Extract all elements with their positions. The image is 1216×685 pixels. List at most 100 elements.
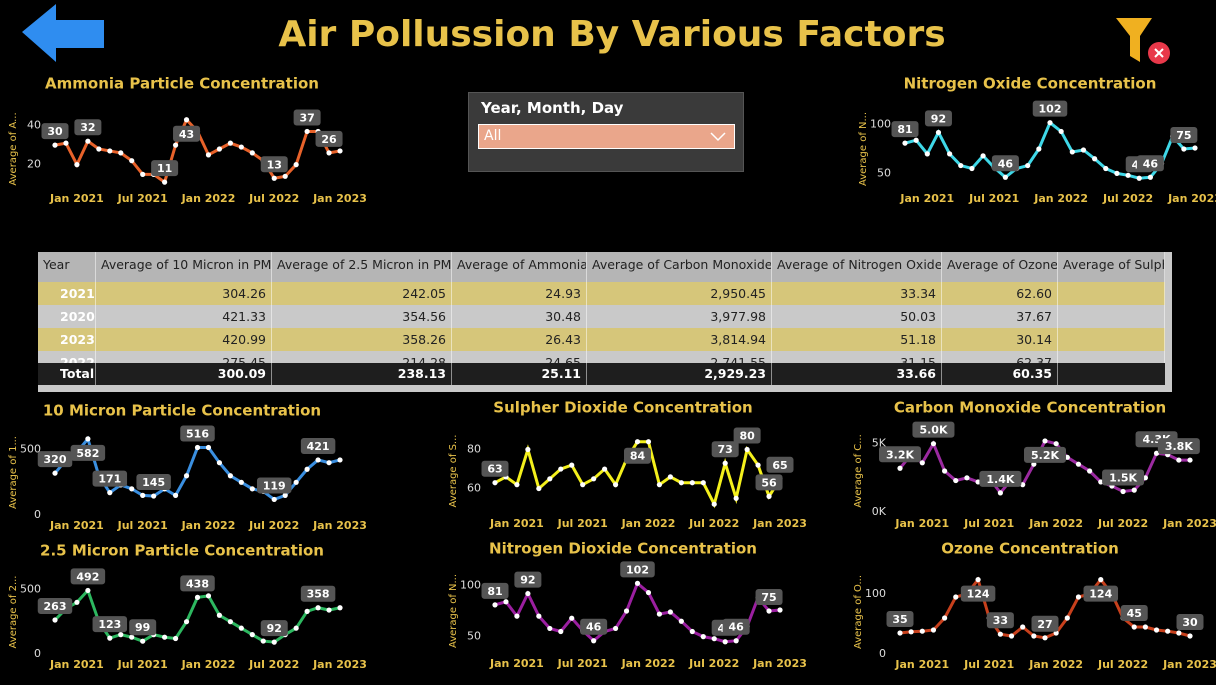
value-label-bg (620, 561, 655, 578)
data-point (975, 479, 981, 485)
value-label-bg (300, 585, 336, 602)
column-header: Average of Sulph (1058, 252, 1165, 282)
value-label: 92 (267, 622, 282, 635)
value-label: 27 (1037, 618, 1052, 631)
data-point (107, 148, 113, 154)
x-tick-label: Jul 2021 (963, 517, 1014, 530)
value-label: 75 (761, 591, 776, 604)
data-point (919, 628, 925, 634)
value-label: 65 (772, 459, 787, 472)
data-point (525, 590, 531, 597)
data-point (238, 625, 244, 631)
data-point (129, 634, 135, 640)
data-point (140, 492, 146, 498)
data-point (74, 599, 80, 605)
x-tick-label: Jul 2022 (248, 658, 299, 671)
value-label-bg (924, 110, 952, 127)
table-cell: 3,814.94 (587, 328, 772, 351)
value-label: 421 (307, 440, 330, 453)
table-cell: 2020 (38, 305, 96, 328)
value-label-bg (136, 474, 171, 491)
table-cell: 3,977.98 (587, 305, 772, 328)
value-label: 92 (931, 112, 946, 125)
data-point (1002, 174, 1008, 180)
value-label-bg (1157, 438, 1200, 455)
data-point (492, 602, 498, 608)
y-axis-label: Average of 1... (8, 436, 19, 509)
data-point (547, 476, 553, 482)
data-point (1075, 461, 1082, 467)
slicer-dropdown[interactable]: All (478, 124, 735, 149)
value-label-bg (755, 589, 783, 605)
value-label-bg (260, 620, 288, 637)
data-point (183, 619, 190, 625)
data-point (227, 619, 233, 625)
value-label: 102 (626, 563, 649, 576)
value-label: 81 (897, 123, 912, 136)
value-label-bg (180, 425, 215, 442)
table-cell: 24.93 (452, 282, 587, 305)
x-tick-label: Jan 2022 (181, 658, 236, 671)
data-point (118, 150, 124, 156)
total-cell: 300.09 (96, 363, 272, 385)
data-point (700, 480, 706, 486)
value-label-bg (92, 616, 128, 633)
table-cell: 51.18 (772, 328, 942, 351)
data-point (52, 470, 58, 476)
data-point (591, 638, 597, 644)
data-point (315, 605, 321, 611)
clear-filter-button[interactable] (1116, 18, 1170, 64)
data-point (1020, 624, 1026, 630)
data-point (689, 480, 695, 486)
table-cell: 420.99 (96, 328, 272, 351)
data-point (1064, 454, 1070, 460)
data-point (645, 439, 652, 445)
back-button[interactable] (22, 4, 104, 62)
data-point (722, 639, 728, 645)
data-point (964, 475, 970, 481)
value-label-bg (1032, 100, 1068, 117)
value-label-bg (37, 451, 73, 468)
data-point (1047, 120, 1053, 126)
data-point (1080, 147, 1087, 153)
data-point (492, 480, 498, 486)
x-tick-label: Jan 2022 (1033, 192, 1088, 205)
data-point (326, 150, 332, 156)
table-cell: 242.05 (272, 282, 452, 305)
total-cell: 238.13 (272, 363, 452, 385)
y-tick-label: 0K (872, 505, 887, 518)
x-tick-label: Jul 2021 (557, 517, 608, 530)
data-point (711, 501, 717, 507)
data-point (249, 486, 255, 492)
data-point (969, 165, 975, 172)
data-point (755, 462, 761, 468)
value-label: 43 (179, 128, 194, 141)
data-point (85, 138, 91, 144)
value-label-bg (37, 598, 73, 615)
data-point (980, 153, 986, 159)
value-label-bg (912, 421, 955, 438)
data-point (1136, 175, 1142, 181)
data-point (612, 482, 619, 488)
data-point (536, 613, 542, 619)
data-point (602, 466, 608, 472)
table-cell: 62.60 (942, 282, 1058, 305)
data-point (326, 607, 332, 613)
data-point (997, 490, 1003, 496)
y-tick-label: 50 (877, 166, 891, 179)
empty-cell (1058, 351, 1165, 374)
value-label: 516 (186, 428, 209, 441)
data-point (216, 146, 223, 152)
value-label: 5.0K (919, 424, 947, 437)
value-label: 5.2K (1031, 449, 1059, 462)
value-label-bg (41, 123, 69, 140)
data-point (1042, 438, 1048, 444)
data-point (953, 477, 959, 484)
value-label: 92 (520, 574, 535, 587)
data-point (733, 638, 739, 644)
value-label: 3.2K (886, 448, 914, 461)
data-point (271, 175, 277, 181)
value-label: 438 (186, 577, 209, 590)
data-point (1181, 146, 1187, 152)
data-point (919, 460, 925, 466)
